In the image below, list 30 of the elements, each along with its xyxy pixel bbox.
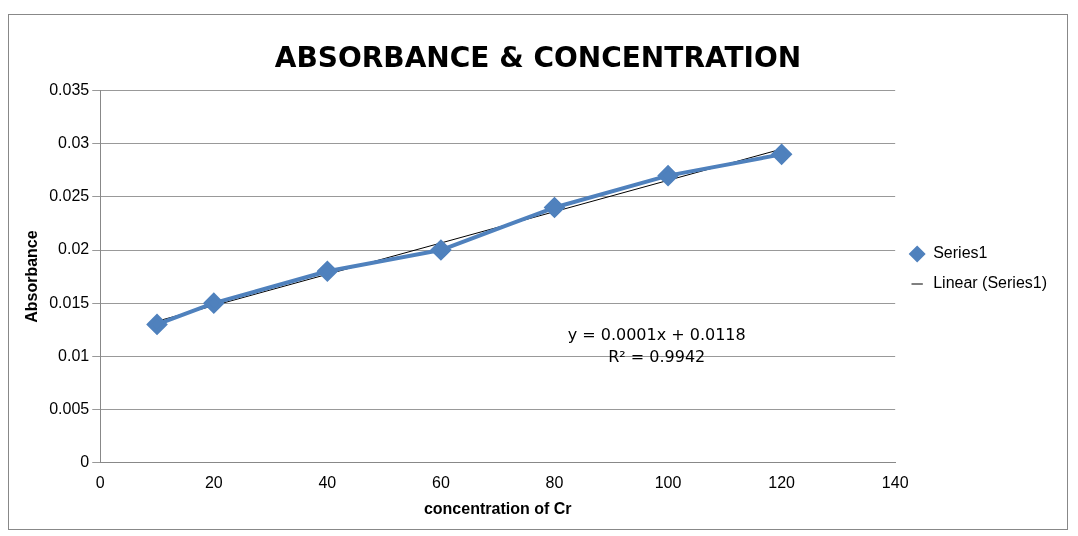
point: [203, 293, 224, 314]
point: [658, 165, 679, 186]
x-tick-label: 60: [432, 473, 450, 491]
x-tick-label: 140: [881, 473, 909, 491]
y-tick-label: 0: [80, 453, 90, 471]
x-tick-label: 120: [768, 473, 796, 491]
x-tick-label: 80: [545, 473, 564, 491]
x-tick-label: 20: [204, 473, 223, 491]
annotation: y = 0.0001x + 0.0118: [567, 324, 746, 344]
point: [147, 314, 168, 335]
x-tick-label: 0: [95, 473, 105, 491]
legend-label: Series1: [933, 244, 988, 262]
y-axis-title: Absorbance: [23, 230, 41, 323]
legend-label: Linear (Series1): [933, 274, 1047, 292]
y-tick-label: 0.02: [58, 240, 90, 258]
y-tick-label: 0.03: [58, 134, 90, 152]
point: [317, 261, 338, 282]
x-axis-title: concentration of Cr: [423, 499, 572, 517]
annotation: R² = 0.9942: [608, 346, 706, 366]
y-tick-label: 0.005: [49, 399, 90, 417]
y-tick-label: 0.01: [58, 346, 90, 364]
y-tick-label: 0.015: [49, 293, 90, 311]
point: [771, 144, 792, 165]
chart-title: ABSORBANCE & CONCENTRATION: [274, 41, 802, 75]
x-tick-label: 40: [318, 473, 337, 491]
x-tick-label: 100: [654, 473, 682, 491]
point: [544, 197, 565, 218]
point: [430, 240, 451, 261]
y-tick-label: 0.025: [49, 187, 90, 205]
y-tick-label: 0.035: [49, 81, 90, 99]
